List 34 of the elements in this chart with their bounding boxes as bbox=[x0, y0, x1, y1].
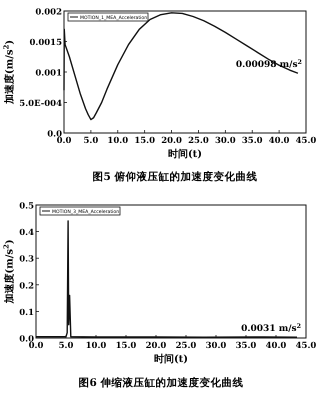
y-tick-label: 0.3 bbox=[19, 254, 34, 265]
x-tick-label: 5.0 bbox=[58, 341, 74, 351]
y-tick-label: 0.0015 bbox=[29, 38, 62, 48]
annotation: 0.00098 m/s$^{2}$ bbox=[236, 58, 302, 70]
x-tick-label: 30.0 bbox=[206, 341, 226, 351]
x-axis-title: 时间(t) bbox=[168, 148, 202, 160]
x-tick-label: 0.0 bbox=[56, 136, 72, 146]
x-tick-label: 35.0 bbox=[242, 136, 263, 146]
x-tick-label: 35.0 bbox=[236, 341, 256, 351]
x-tick-label: 10.0 bbox=[107, 136, 128, 146]
y-tick-label: 0.4 bbox=[19, 228, 34, 238]
y-tick-label: 5.0E-004 bbox=[19, 99, 62, 109]
text: 图5 俯仰液压缸的加速度变化曲线 bbox=[92, 170, 258, 183]
y-tick-label: 0.1 bbox=[19, 308, 34, 318]
text: 图6 伸缩液压缸的加速度变化曲线 bbox=[78, 376, 244, 389]
x-tick-label: 10.0 bbox=[86, 341, 106, 351]
x-tick-label: 45.0 bbox=[296, 341, 316, 351]
x-tick-label: 15.0 bbox=[134, 136, 156, 146]
y-tick-label: 0.5 bbox=[19, 202, 34, 212]
x-tick-label: 30.0 bbox=[214, 136, 236, 146]
y-tick-label: 0.2 bbox=[19, 281, 34, 292]
x-tick-label: 5.0 bbox=[83, 136, 98, 146]
x-tick-label: 15.0 bbox=[116, 341, 136, 351]
x-axis-title: 时间(t) bbox=[154, 353, 188, 365]
x-tick-label: 40.0 bbox=[266, 341, 286, 351]
x-tick-label: 40.0 bbox=[268, 136, 290, 146]
y-tick-label: 0.001 bbox=[35, 68, 62, 78]
annotation: 0.0031 m/s$^{2}$ bbox=[241, 322, 301, 334]
x-tick-label: 45.0 bbox=[296, 136, 316, 146]
x-tick-label: 20.0 bbox=[146, 341, 166, 351]
x-tick-label: 20.0 bbox=[161, 136, 182, 146]
x-tick-label: 25.0 bbox=[176, 341, 196, 351]
x-tick-label: 25.0 bbox=[188, 136, 209, 146]
y-tick-label: 0.002 bbox=[35, 8, 62, 18]
